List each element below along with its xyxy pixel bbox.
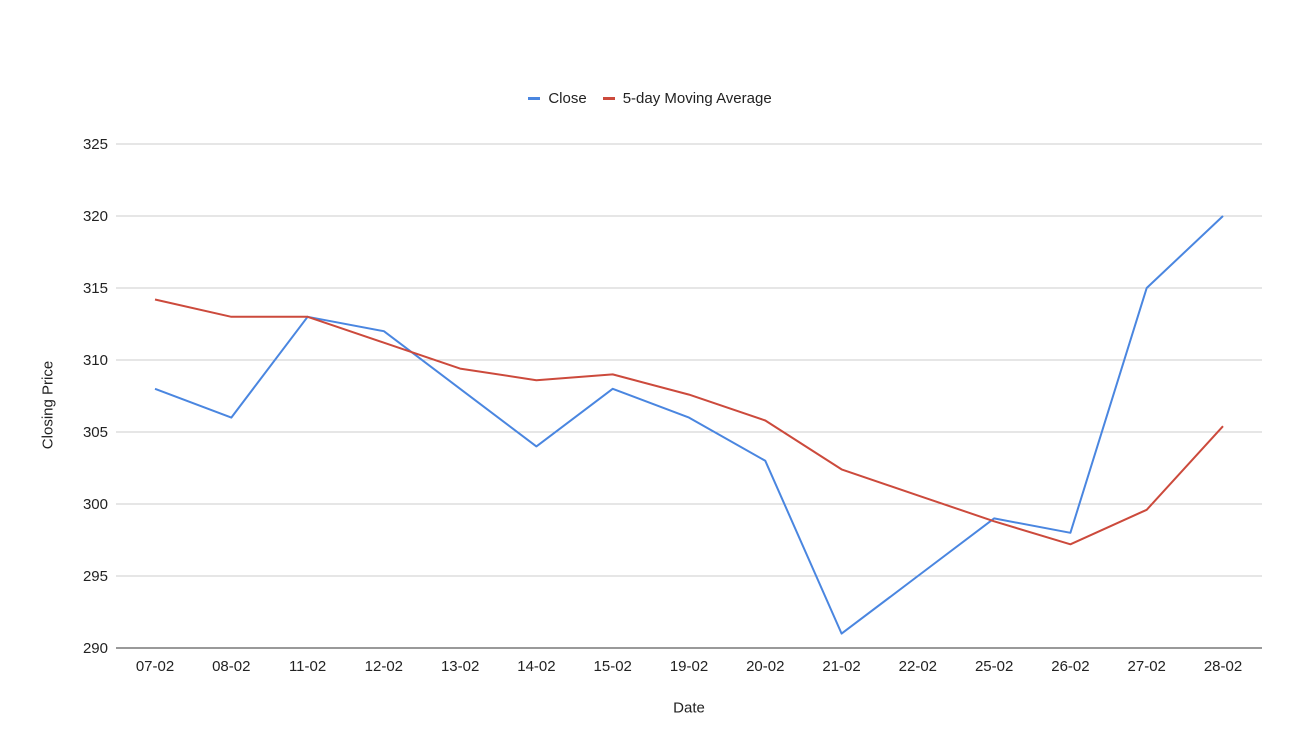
y-tick-label: 320 bbox=[83, 208, 108, 225]
legend-swatch-moving-average bbox=[602, 97, 615, 100]
x-axis-title: Date bbox=[673, 699, 705, 717]
x-tick-label: 20-02 bbox=[746, 658, 784, 675]
x-tick-label: 12-02 bbox=[365, 658, 403, 675]
legend-item-moving-average: 5-day Moving Average bbox=[602, 90, 772, 107]
y-tick-label: 290 bbox=[83, 640, 108, 657]
x-tick-label: 22-02 bbox=[899, 658, 937, 675]
x-axis-ticks: 07-02 08-02 11-02 12-02 13-02 14-02 15-02 19-02… bbox=[136, 658, 1242, 675]
x-tick-label: 21-02 bbox=[822, 658, 860, 675]
legend-label-close: Close bbox=[548, 90, 587, 107]
x-tick-label: 11-02 bbox=[289, 658, 326, 675]
x-tick-label: 25-02 bbox=[975, 658, 1013, 675]
y-axis-title: Closing Price bbox=[39, 360, 57, 450]
x-tick-label: 14-02 bbox=[517, 658, 555, 675]
y-tick-label: 295 bbox=[83, 568, 108, 585]
x-tick-label: 27-02 bbox=[1128, 658, 1166, 675]
series-line-close bbox=[154, 215, 1224, 635]
x-tick-label: 08-02 bbox=[212, 658, 250, 675]
series-lines bbox=[154, 215, 1224, 635]
series-line-moving-average bbox=[154, 298, 1224, 546]
legend-item-close: Close bbox=[528, 90, 587, 107]
legend: Close 5-day Moving Average bbox=[0, 90, 1300, 107]
legend-swatch-close bbox=[528, 97, 541, 100]
x-tick-label: 07-02 bbox=[136, 658, 174, 675]
x-tick-label: 28-02 bbox=[1204, 658, 1242, 675]
y-tick-label: 310 bbox=[83, 352, 108, 369]
x-tick-label: 19-02 bbox=[670, 658, 708, 675]
legend-label-moving-average: 5-day Moving Average bbox=[622, 90, 772, 107]
y-tick-label: 305 bbox=[83, 424, 108, 441]
x-tick-label: 15-02 bbox=[594, 658, 632, 675]
x-tick-label: 13-02 bbox=[441, 658, 479, 675]
y-tick-label: 300 bbox=[83, 496, 108, 513]
gridlines bbox=[116, 143, 1262, 649]
y-tick-label: 325 bbox=[83, 136, 108, 153]
x-tick-label: 26-02 bbox=[1051, 658, 1089, 675]
y-axis-ticks: 290 295 300 305 310 315 320 325 bbox=[83, 136, 108, 657]
y-tick-label: 315 bbox=[83, 280, 108, 297]
